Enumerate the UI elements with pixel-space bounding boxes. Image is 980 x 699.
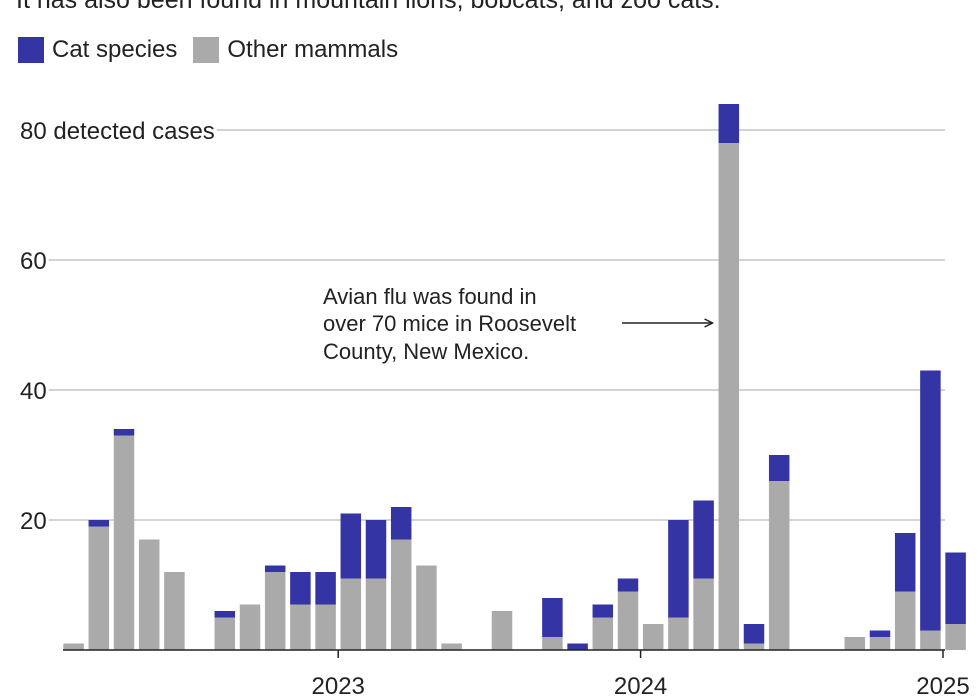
bar-cat-species (290, 572, 311, 605)
bar-cat-species (315, 572, 336, 605)
bar-other-mammals (642, 624, 664, 650)
bar-other-mammals (138, 539, 160, 650)
bar-other-mammals (315, 604, 336, 650)
bar-cat-species (718, 104, 740, 143)
annotation-text: over 70 mice in Roosevelt (323, 311, 576, 336)
bar-cat-species (592, 604, 614, 618)
bar-cat-species (743, 624, 765, 644)
bar-other-mammals (214, 617, 236, 650)
bar-cat-species (214, 611, 236, 618)
legend-swatch-cat-species (18, 37, 44, 63)
bar-other-mammals (693, 578, 714, 650)
bar-cat-species (920, 370, 941, 631)
bar-other-mammals (390, 539, 412, 650)
legend-label-cat-species: Cat species (52, 36, 178, 63)
bar-other-mammals (365, 578, 387, 650)
legend-item-cat-species: Cat species (18, 36, 177, 64)
bar-cat-species (365, 520, 387, 579)
bar-other-mammals (592, 617, 614, 650)
bar-other-mammals (894, 591, 916, 650)
bar-other-mammals (239, 604, 261, 650)
bar-cat-species (693, 500, 714, 579)
bar-other-mammals (441, 643, 462, 650)
bar-other-mammals (768, 481, 790, 650)
bar-other-mammals (844, 637, 866, 650)
bar-cat-species (264, 565, 286, 572)
bar-cat-species (869, 630, 891, 637)
bar-other-mammals (416, 565, 437, 650)
legend-label-other-mammals: Other mammals (227, 36, 399, 63)
bar-other-mammals (718, 143, 740, 650)
bar-other-mammals (743, 643, 765, 650)
bar-cat-species (768, 455, 790, 481)
x-tick-label: 2023 (312, 673, 365, 699)
y-tick-label: 20 (20, 508, 47, 535)
bar-cat-species (668, 520, 689, 618)
bar-other-mammals (88, 526, 110, 650)
annotation-text: County, New Mexico. (323, 339, 529, 364)
bar-other-mammals (340, 578, 362, 650)
bar-cat-species (88, 520, 110, 527)
bar-other-mammals (869, 637, 891, 650)
legend-item-other-mammals: Other mammals (193, 36, 398, 64)
bar-cat-species (542, 598, 563, 637)
y-tick-label: 60 (20, 248, 47, 275)
y-tick-label: 80 detected cases (20, 118, 215, 145)
bar-cat-species (894, 533, 916, 592)
y-tick-label: 40 (20, 378, 47, 405)
chart-subtitle: It has also been found in mountain lions… (16, 0, 721, 14)
bar-cat-species (113, 429, 135, 436)
bar-other-mammals (668, 617, 689, 650)
bar-cat-species (340, 513, 362, 579)
bar-other-mammals (920, 630, 941, 650)
bar-cat-species (617, 578, 639, 592)
bar-other-mammals (945, 624, 966, 650)
bar-other-mammals (542, 637, 563, 650)
bar-other-mammals (264, 572, 286, 650)
bar-other-mammals (491, 611, 513, 650)
x-tick-label: 2024 (614, 673, 667, 699)
annotation-text: Avian flu was found in (323, 284, 537, 309)
bar-other-mammals (164, 572, 185, 650)
x-tick-label: 2025 (916, 673, 969, 699)
bar-other-mammals (63, 643, 84, 650)
legend: Cat species Other mammals (18, 36, 414, 64)
bar-other-mammals (113, 435, 135, 650)
bar-cat-species (945, 552, 966, 624)
legend-swatch-other-mammals (193, 37, 220, 63)
bar-cat-species (390, 507, 412, 540)
bar-other-mammals (290, 604, 311, 650)
bar-cat-species (567, 643, 588, 650)
bar-other-mammals (617, 591, 639, 650)
